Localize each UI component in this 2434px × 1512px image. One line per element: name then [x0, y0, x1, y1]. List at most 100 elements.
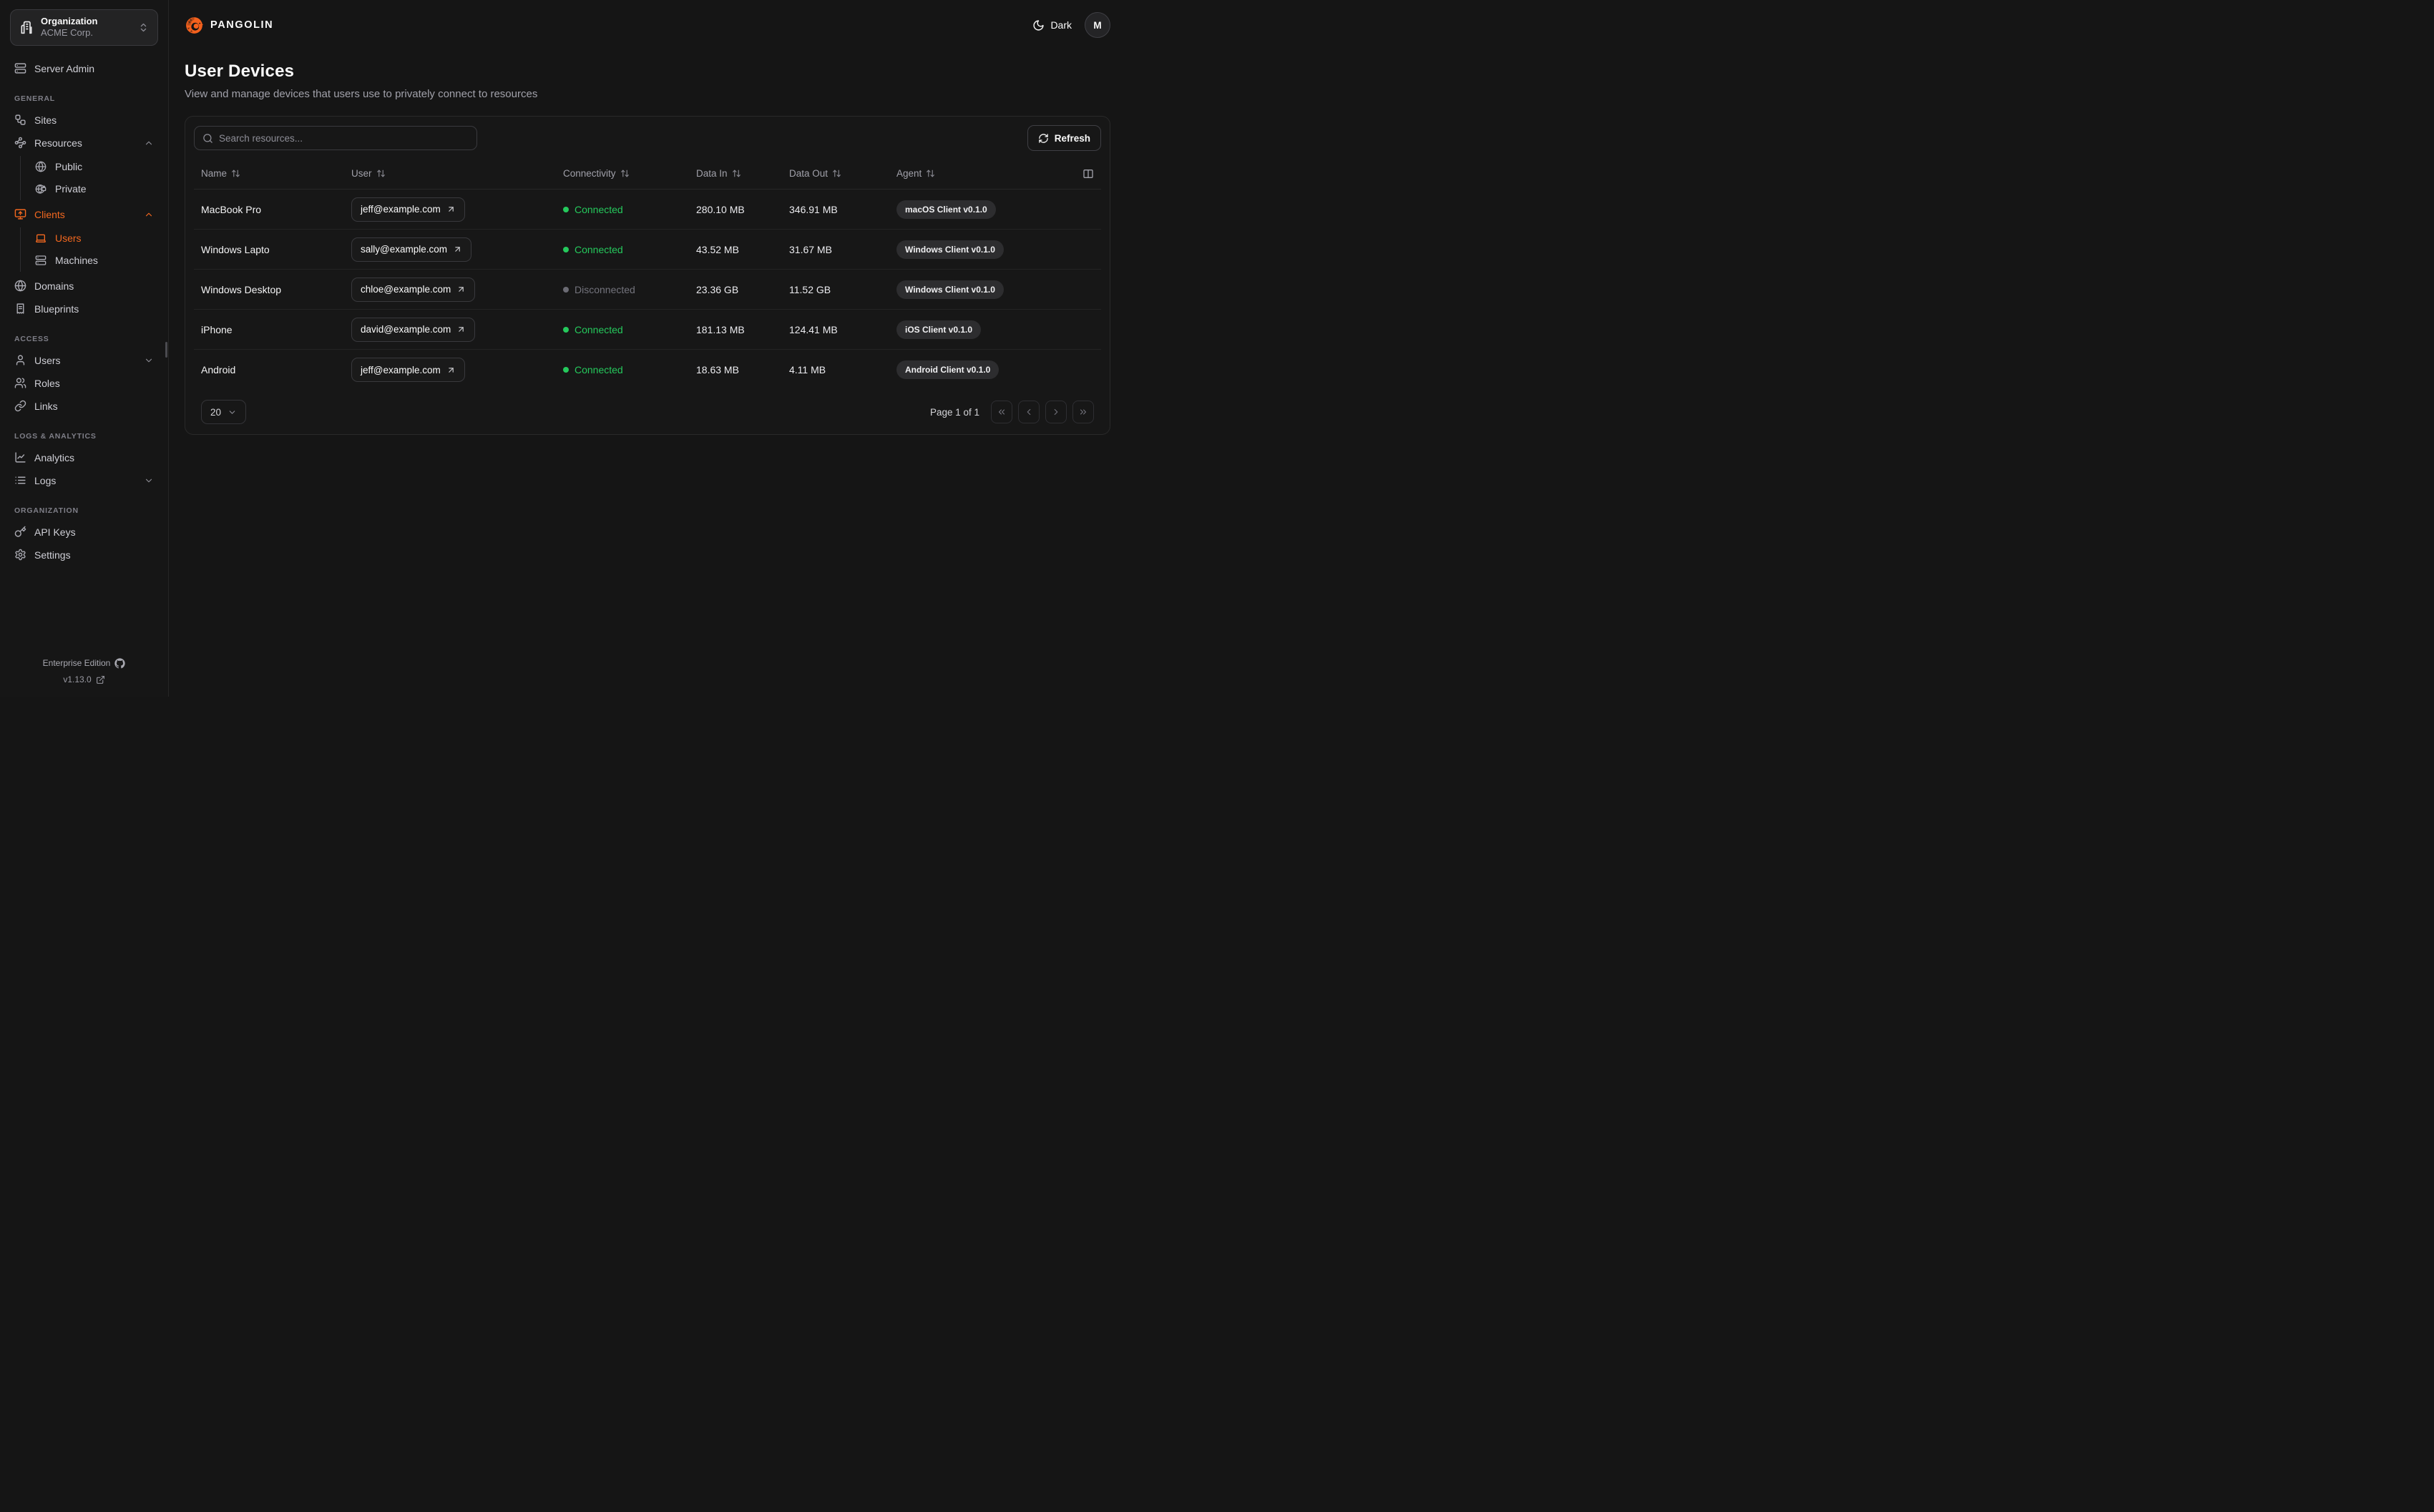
chevrons-left-icon [997, 407, 1007, 417]
topbar-right: Dark M [1032, 12, 1110, 38]
page-head: User Devices View and manage devices tha… [185, 62, 1110, 100]
avatar[interactable]: M [1085, 12, 1110, 38]
sidebar-item-label: Analytics [34, 451, 75, 463]
card-toolbar: Refresh [194, 125, 1101, 151]
org-text: Organization ACME Corp. [41, 16, 131, 39]
sidebar-item-links[interactable]: Links [10, 395, 158, 418]
prev-page-button[interactable] [1018, 401, 1040, 423]
sidebar: Organization ACME Corp. Server Admin GEN… [0, 0, 169, 697]
last-page-button[interactable] [1072, 401, 1094, 423]
sidebar-item-resources[interactable]: Resources [10, 132, 158, 154]
clients-subgroup: Users Machines [20, 227, 158, 272]
user-link-button[interactable]: jeff@example.com [351, 197, 465, 222]
user-link-button[interactable]: chloe@example.com [351, 277, 476, 302]
org-selector-label: Organization [41, 16, 98, 26]
user-link-button[interactable]: jeff@example.com [351, 358, 465, 382]
refresh-button[interactable]: Refresh [1027, 125, 1101, 151]
sidebar-scrollbar-thumb[interactable] [165, 342, 167, 358]
devices-card: Refresh Name User Connectivity Data In D… [185, 116, 1110, 435]
org-selector[interactable]: Organization ACME Corp. [10, 9, 158, 46]
sidebar-item-sites[interactable]: Sites [10, 109, 158, 132]
column-header-data-in[interactable]: Data In [696, 168, 789, 179]
status-dot [563, 286, 569, 293]
sidebar-item-users[interactable]: Users [10, 349, 158, 372]
page-subtitle: View and manage devices that users use t… [185, 88, 538, 100]
section-label-general: GENERAL [14, 94, 55, 103]
connectivity-status: Connected [563, 324, 696, 335]
sidebar-item-label: Logs [34, 474, 57, 486]
user-link-button[interactable]: david@example.com [351, 317, 476, 342]
page-label: Page 1 of 1 [929, 406, 979, 418]
sidebar-item-public[interactable]: Public [31, 156, 158, 178]
sidebar-item-machines[interactable]: Machines [31, 250, 158, 272]
search-box [194, 126, 477, 150]
monitor-up-icon [14, 208, 26, 220]
agent-badge: Windows Client v0.1.0 [896, 240, 1004, 259]
sidebar-item-label: Domains [34, 280, 74, 292]
chart-line-icon [14, 451, 26, 463]
sidebar-item-label: Settings [34, 549, 71, 561]
edition-link[interactable]: Enterprise Edition [10, 656, 158, 670]
theme-toggle[interactable]: Dark [1032, 19, 1072, 31]
building-icon [19, 20, 34, 34]
page-size-value: 20 [210, 406, 222, 418]
chevron-down-icon [144, 476, 154, 486]
sidebar-item-label: Users [55, 232, 82, 244]
arrow-up-right-icon [456, 325, 466, 334]
next-page-button[interactable] [1045, 401, 1067, 423]
status-dot [563, 367, 569, 373]
chevrons-right-icon [1078, 407, 1088, 417]
data-out: 11.52 GB [789, 283, 831, 295]
sidebar-item-analytics[interactable]: Analytics [10, 446, 158, 469]
status-dot [563, 326, 569, 333]
columns-icon[interactable] [1082, 168, 1094, 180]
user-link-button[interactable]: sally@example.com [351, 237, 471, 262]
chevron-left-icon [1024, 407, 1034, 417]
brand-name: PANGOLIN [210, 19, 274, 31]
theme-label: Dark [1050, 19, 1072, 31]
server-icon [35, 255, 47, 266]
sidebar-item-domains[interactable]: Domains [10, 275, 158, 298]
sidebar-item-label: Machines [55, 255, 98, 266]
waypoints-icon [14, 137, 26, 149]
pager-buttons [991, 401, 1094, 423]
chevron-up-icon [144, 210, 154, 220]
version-label: v1.13.0 [63, 674, 92, 684]
table-header-row: Name User Connectivity Data In Data Out … [194, 158, 1101, 190]
sort-icon [732, 169, 741, 178]
page-size-select[interactable]: 20 [201, 400, 247, 424]
sidebar-item-client-users[interactable]: Users [31, 227, 158, 250]
column-header-connectivity[interactable]: Connectivity [563, 168, 696, 179]
sort-icon [832, 169, 841, 178]
table-row: Windows Lapto sally@example.com Connecte… [194, 230, 1101, 270]
search-input[interactable] [219, 132, 469, 144]
data-in: 280.10 MB [696, 203, 745, 215]
sidebar-item-blueprints[interactable]: Blueprints [10, 298, 158, 320]
sidebar-item-clients[interactable]: Clients [10, 203, 158, 226]
sidebar-item-api-keys[interactable]: API Keys [10, 521, 158, 544]
column-header-agent[interactable]: Agent [896, 168, 1068, 179]
sidebar-item-settings[interactable]: Settings [10, 544, 158, 566]
main-content: PANGOLIN Dark M User Devices View and ma… [169, 0, 1122, 697]
github-icon [114, 657, 126, 669]
chevron-up-icon [144, 138, 154, 148]
search-icon [202, 133, 213, 144]
device-name: Android [201, 364, 236, 375]
brand-logo[interactable]: PANGOLIN [185, 16, 273, 35]
avatar-initial: M [1093, 19, 1102, 31]
page-title: User Devices [185, 62, 295, 81]
sidebar-item-logs[interactable]: Logs [10, 469, 158, 492]
sidebar-item-server-admin[interactable]: Server Admin [10, 57, 158, 80]
version-link[interactable]: v1.13.0 [10, 672, 158, 687]
data-in: 23.36 GB [696, 283, 739, 295]
sidebar-item-roles[interactable]: Roles [10, 372, 158, 395]
first-page-button[interactable] [991, 401, 1012, 423]
receipt-icon [14, 303, 26, 315]
sidebar-item-label: Blueprints [34, 303, 79, 315]
sidebar-item-private[interactable]: Private [31, 178, 158, 200]
column-header-user[interactable]: User [351, 168, 563, 179]
column-header-name[interactable]: Name [201, 168, 351, 179]
edition-label: Enterprise Edition [42, 658, 111, 668]
column-header-data-out[interactable]: Data Out [789, 168, 896, 179]
table-row: Android jeff@example.com Connected 18.63… [194, 350, 1101, 390]
